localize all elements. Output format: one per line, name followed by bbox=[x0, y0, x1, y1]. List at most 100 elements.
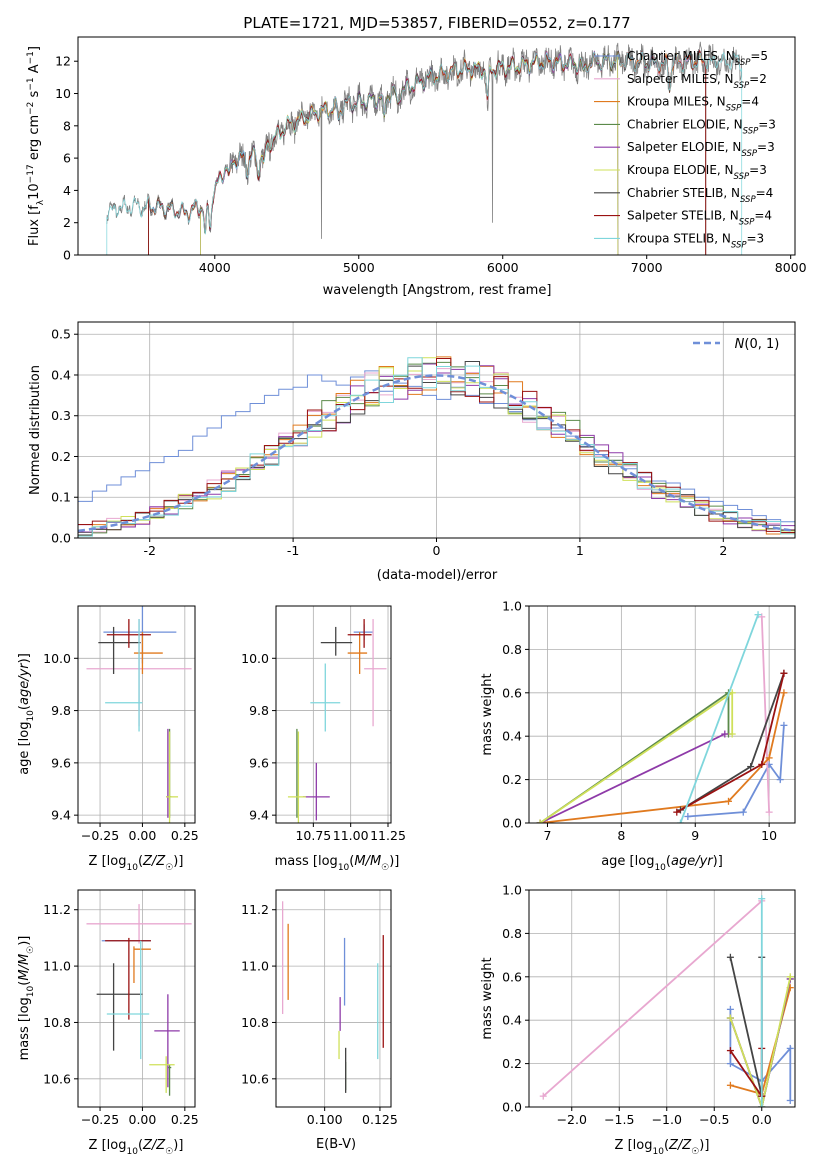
legend-text: Salpeter MILES, N bbox=[627, 72, 734, 86]
weight-line bbox=[679, 614, 759, 823]
axes-frame bbox=[528, 605, 796, 824]
axes-frame bbox=[275, 889, 392, 1108]
plot-area bbox=[86, 606, 192, 823]
legend-text: Kroupa STELIB, N bbox=[627, 231, 731, 245]
label-part: )] bbox=[389, 854, 399, 869]
legend-sub: SSP bbox=[734, 81, 750, 91]
weight-line bbox=[729, 976, 792, 1107]
x-tick-label: 0.0 bbox=[752, 1112, 772, 1127]
y-axis-label: mass weight bbox=[480, 957, 495, 1039]
histogram-step bbox=[78, 357, 795, 536]
label-part: ( bbox=[17, 981, 32, 986]
y-tick-label: 0.2 bbox=[502, 772, 522, 787]
errorbar-point bbox=[105, 937, 151, 1020]
x-tick-label: 7000 bbox=[631, 260, 663, 275]
y-tick-label: 0 bbox=[63, 248, 71, 263]
y-tick-label: 9.8 bbox=[51, 703, 71, 718]
errorbar-point bbox=[86, 904, 192, 944]
label-part: Flux [f bbox=[27, 205, 42, 246]
axes-frame bbox=[77, 889, 196, 1108]
label-part: −17 bbox=[26, 164, 36, 183]
errorbar-point bbox=[166, 731, 179, 823]
weight-series bbox=[536, 689, 736, 823]
y-tick-label: 1.0 bbox=[502, 599, 522, 614]
y-tick-label: 11.2 bbox=[241, 902, 269, 917]
x-tick-label: -2 bbox=[143, 543, 155, 558]
y-tick-label: 0.2 bbox=[51, 449, 71, 464]
y-tick-label: 0.5 bbox=[51, 327, 71, 342]
errorbar-point bbox=[154, 994, 180, 1088]
spectrum-model-line bbox=[106, 51, 743, 255]
legend-text: Chabrier MILES, N bbox=[627, 49, 735, 63]
legend-entry: Salpeter STELIB, NSSP=4 bbox=[627, 209, 772, 228]
y-tick-label: 4 bbox=[63, 183, 71, 198]
label-part: mass [log bbox=[17, 997, 32, 1060]
label-part: age [log bbox=[17, 722, 32, 775]
panel-age-vs-mass: 10.75 11.00 11.25 9.4 9.6 9.8 10.0 mass [log10(… bbox=[241, 605, 406, 873]
x-tick-label: 9 bbox=[691, 828, 699, 843]
x-tick-label: -1 bbox=[287, 543, 299, 558]
legend-suffix: =3 bbox=[757, 140, 775, 154]
legend-sub: SSP bbox=[731, 240, 747, 250]
legend-sub: SSP bbox=[739, 218, 755, 228]
weight-series bbox=[726, 1044, 766, 1100]
histogram-step bbox=[78, 363, 795, 538]
label-part: Z [log bbox=[89, 854, 127, 869]
panel-spectrum: 4000 5000 6000 7000 8000 0 2 4 6 8 10 12 Chabrier MI… bbox=[26, 36, 807, 298]
x-tick-label: 1 bbox=[576, 543, 584, 558]
axes-frame bbox=[275, 605, 392, 824]
legend-entry: Kroupa ELODIE, NSSP=3 bbox=[627, 163, 767, 182]
y-tick-label: 0.0 bbox=[502, 816, 522, 831]
label-part: A bbox=[27, 64, 42, 77]
label-part: ☉ bbox=[165, 1147, 173, 1157]
grid bbox=[276, 890, 391, 1107]
y-tick-label: 11.2 bbox=[43, 902, 71, 917]
y-axis-label: mass weight bbox=[480, 673, 495, 755]
label-part: 10 bbox=[26, 985, 36, 997]
y-tick-label: 0.1 bbox=[51, 490, 71, 505]
axes-frame bbox=[77, 605, 196, 824]
legend-text: Chabrier STELIB, N bbox=[627, 186, 740, 200]
label-part: ( bbox=[666, 854, 671, 869]
errorbar-point bbox=[320, 626, 353, 656]
label-part: age/yr bbox=[671, 854, 714, 869]
x-tick-label: 8 bbox=[617, 828, 625, 843]
errorbar-point bbox=[133, 946, 151, 983]
grid bbox=[78, 606, 195, 823]
y-tick-label: 10.8 bbox=[241, 1015, 269, 1030]
label-part: ☉ bbox=[165, 863, 173, 873]
weight-line bbox=[539, 733, 726, 823]
label-part: )] bbox=[699, 1138, 709, 1153]
weight-series bbox=[684, 721, 788, 820]
label-part: 10 bbox=[27, 183, 42, 200]
y-tick-label: 9.4 bbox=[249, 808, 269, 823]
legend-text: Kroupa ELODIE, N bbox=[627, 163, 734, 177]
axes-frame bbox=[77, 36, 796, 256]
y-tick-label: 0.6 bbox=[502, 969, 522, 984]
y-tick-label: 0.0 bbox=[502, 1100, 522, 1115]
errorbar-point bbox=[347, 619, 372, 648]
label-part: )] bbox=[713, 854, 723, 869]
legend-text: Chabrier ELODIE, N bbox=[627, 117, 743, 131]
label-part: 10 bbox=[126, 863, 138, 873]
label-part: erg cm bbox=[27, 115, 42, 164]
histogram-step bbox=[78, 358, 795, 538]
plot-area bbox=[287, 619, 387, 823]
plot-area bbox=[281, 901, 384, 1093]
x-tick-label: 11.00 bbox=[333, 828, 369, 843]
legend-sub: SSP bbox=[734, 172, 750, 182]
plot-area bbox=[539, 895, 794, 1107]
y-axis-label: Normed distribution bbox=[28, 365, 43, 495]
y-tick-label: 0.8 bbox=[502, 642, 522, 657]
x-axis-label: Z [log10(Z/Z☉)] bbox=[89, 854, 184, 873]
y-axis-label: mass [log10(M/M☉)] bbox=[17, 936, 36, 1061]
histogram-step bbox=[78, 357, 795, 537]
y-tick-label: 0.3 bbox=[51, 408, 71, 423]
panel-weight-vs-age: 7 8 9 10 0.0 0.2 0.4 0.6 0.8 1.0 mass weight age [l… bbox=[480, 599, 796, 873]
label-part: Z/Z bbox=[142, 1138, 166, 1153]
x-tick-label: 0 bbox=[433, 543, 441, 558]
axes-frame bbox=[528, 889, 796, 1108]
errorbar-point bbox=[287, 731, 306, 823]
plot-area bbox=[106, 41, 743, 255]
